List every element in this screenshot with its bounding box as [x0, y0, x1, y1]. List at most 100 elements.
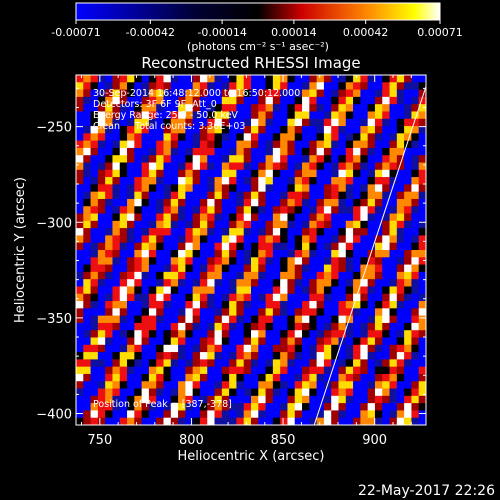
heatmap-cell: [258, 264, 266, 273]
heatmap-cell: [309, 75, 317, 83]
heatmap-cell: [119, 250, 128, 258]
heatmap-cell: [170, 250, 179, 258]
heatmap-cell: [243, 279, 252, 287]
heatmap-cell: [382, 322, 390, 331]
heatmap-cell: [199, 301, 208, 309]
heatmap-cell: [134, 133, 142, 141]
heatmap-cell: [185, 96, 193, 105]
heatmap-cell: [185, 184, 193, 192]
heatmap-cell: [192, 308, 201, 316]
heatmap-cell: [404, 293, 412, 302]
heatmap-cell: [185, 315, 193, 324]
heatmap-cell: [331, 96, 339, 105]
heatmap-cell: [345, 286, 354, 295]
heatmap-cell: [309, 417, 317, 425]
heatmap-cell: [229, 301, 237, 309]
heatmap-cell: [97, 184, 106, 192]
heatmap-cell: [141, 373, 150, 382]
heatmap-cell: [272, 140, 281, 149]
heatmap-cell: [192, 104, 201, 112]
heatmap-cell: [323, 271, 332, 280]
heatmap-cell: [280, 177, 288, 185]
heatmap-cell: [170, 344, 179, 353]
heatmap-cell: [185, 359, 193, 367]
heatmap-cell: [236, 388, 245, 397]
heatmap-cell: [302, 89, 310, 98]
heatmap-cell: [90, 242, 99, 251]
heatmap-cell: [236, 264, 245, 273]
heatmap-cell: [280, 257, 288, 265]
heatmap-cell: [389, 140, 398, 149]
heatmap-cell: [280, 264, 288, 273]
heatmap-cell: [127, 417, 135, 425]
heatmap-cell: [199, 250, 208, 258]
heatmap-cell: [83, 220, 91, 229]
heatmap-cell: [199, 308, 208, 316]
heatmap-cell: [163, 330, 172, 338]
heatmap-cell: [258, 403, 266, 411]
heatmap-cell: [411, 169, 420, 178]
heatmap-cell: [302, 373, 310, 382]
heatmap-cell: [302, 118, 310, 127]
heatmap-cell: [258, 352, 266, 360]
heatmap-cell: [207, 133, 215, 141]
heatmap-cell: [229, 147, 237, 156]
heatmap-cell: [105, 206, 113, 214]
heatmap-cell: [76, 257, 84, 265]
heatmap-cell: [199, 322, 208, 331]
heatmap-cell: [199, 417, 208, 425]
heatmap-cell: [127, 264, 135, 273]
heatmap-cell: [353, 242, 361, 251]
heatmap-cell: [309, 381, 317, 389]
heatmap-cell: [127, 89, 135, 98]
heatmap-cell: [251, 271, 259, 280]
heatmap-cell: [382, 366, 390, 375]
heatmap-cell: [265, 96, 274, 105]
heatmap-cell: [112, 337, 121, 346]
heatmap-cell: [323, 322, 332, 331]
heatmap-cell: [360, 213, 368, 222]
heatmap-cell: [199, 228, 208, 236]
heatmap-cell: [309, 271, 317, 280]
heatmap-cell: [287, 308, 296, 316]
heatmap-cell: [221, 330, 230, 338]
heatmap-cell: [105, 133, 113, 141]
heatmap-cell: [207, 228, 215, 236]
heatmap-cell: [156, 286, 164, 295]
heatmap-cell: [418, 177, 426, 185]
heatmap-cell: [185, 220, 193, 229]
heatmap-cell: [338, 410, 347, 419]
heatmap-cell: [396, 337, 405, 346]
heatmap-cell: [374, 388, 383, 397]
heatmap-cell: [141, 82, 150, 90]
heatmap-cell: [112, 155, 121, 163]
heatmap-cell: [280, 75, 288, 83]
heatmap-cell: [345, 242, 354, 251]
heatmap-cell: [127, 162, 135, 171]
heatmap-cell: [127, 184, 135, 192]
heatmap-cell: [119, 89, 128, 98]
heatmap-cell: [404, 82, 412, 90]
heatmap-cell: [404, 177, 412, 185]
heatmap-cell: [316, 352, 325, 360]
heatmap-cell: [265, 242, 274, 251]
heatmap-cell: [185, 264, 193, 273]
heatmap-cell: [302, 155, 310, 163]
heatmap-cell: [367, 286, 376, 295]
heatmap-cell: [97, 242, 106, 251]
heatmap-cell: [112, 381, 121, 389]
heatmap-cell: [353, 264, 361, 273]
heatmap-cell: [345, 206, 354, 214]
heatmap-cell: [170, 315, 179, 324]
heatmap-cell: [272, 337, 281, 346]
heatmap-cell: [97, 403, 106, 411]
heatmap-cell: [141, 337, 150, 346]
heatmap-image: [76, 75, 426, 425]
heatmap-cell: [331, 184, 339, 192]
heatmap-cell: [353, 235, 361, 244]
heatmap-cell: [360, 155, 368, 163]
heatmap-cell: [214, 322, 223, 331]
heatmap-cell: [97, 96, 106, 105]
heatmap-cell: [389, 89, 398, 98]
heatmap-cell: [156, 213, 164, 222]
